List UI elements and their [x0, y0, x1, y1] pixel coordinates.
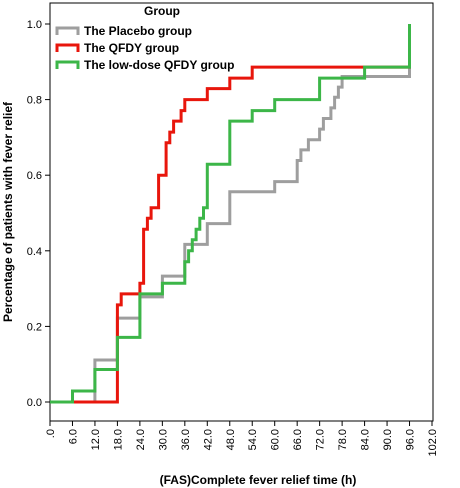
legend-label-2: The QFDY group — [84, 41, 179, 55]
x-tick-label: 18.0 — [112, 429, 124, 450]
x-tick-label: .0 — [45, 429, 57, 438]
legend: Group The Placebo group The QFDY group The… — [55, 4, 234, 72]
x-tick-label: 24.0 — [135, 429, 147, 450]
series-line-3 — [50, 24, 411, 404]
y-tick-label: 0.6 — [27, 170, 42, 182]
legend-swatch-3 — [55, 60, 80, 69]
y-axis-title: Percentage of patients with fever relief — [1, 101, 15, 322]
x-tick-label: 96.0 — [405, 429, 417, 450]
y-tick-label: 0.2 — [27, 321, 42, 333]
x-tick-label: 12.0 — [90, 429, 102, 450]
plot-frame — [49, 2, 434, 422]
x-tick-label: 66.0 — [292, 429, 304, 450]
legend-label-1: The Placebo group — [84, 24, 192, 38]
x-tick-label: 78.0 — [337, 429, 349, 450]
x-tick-label: 84.0 — [360, 429, 372, 450]
legend-title: Group — [144, 4, 180, 18]
y-tick-label: 0.0 — [27, 397, 42, 409]
legend-label-3: The low-dose QFDY group — [84, 58, 234, 72]
y-axis-ticks: 0.0 0.2 0.4 0.6 0.8 1.0 — [27, 19, 50, 409]
legend-swatch-2 — [55, 43, 80, 52]
plot-area — [49, 2, 434, 422]
x-tick-label: 42.0 — [202, 429, 214, 450]
x-tick-label: 48.0 — [225, 429, 237, 450]
series-line-2 — [50, 24, 411, 404]
x-tick-label: 30.0 — [157, 429, 169, 450]
x-tick-label: 102.0 — [427, 429, 439, 457]
x-axis-ticks: .0 6.0 12.0 18.0 24.0 30.0 36.0 42.0 48.0 54.0 60.… — [45, 421, 439, 457]
y-tick-label: 0.4 — [27, 246, 42, 258]
y-tick-label: 0.8 — [27, 95, 42, 107]
series-layer — [50, 24, 411, 404]
x-tick-label: 54.0 — [247, 429, 259, 450]
x-tick-label: 36.0 — [180, 429, 192, 450]
x-tick-label: 60.0 — [270, 429, 282, 450]
x-tick-label: 6.0 — [67, 429, 79, 444]
x-tick-label: 90.0 — [382, 429, 394, 450]
x-tick-label: 72.0 — [315, 429, 327, 450]
x-axis-title: (FAS)Complete fever relief time (h) — [160, 473, 357, 487]
legend-swatch-1 — [55, 26, 80, 35]
y-tick-label: 1.0 — [27, 19, 42, 31]
